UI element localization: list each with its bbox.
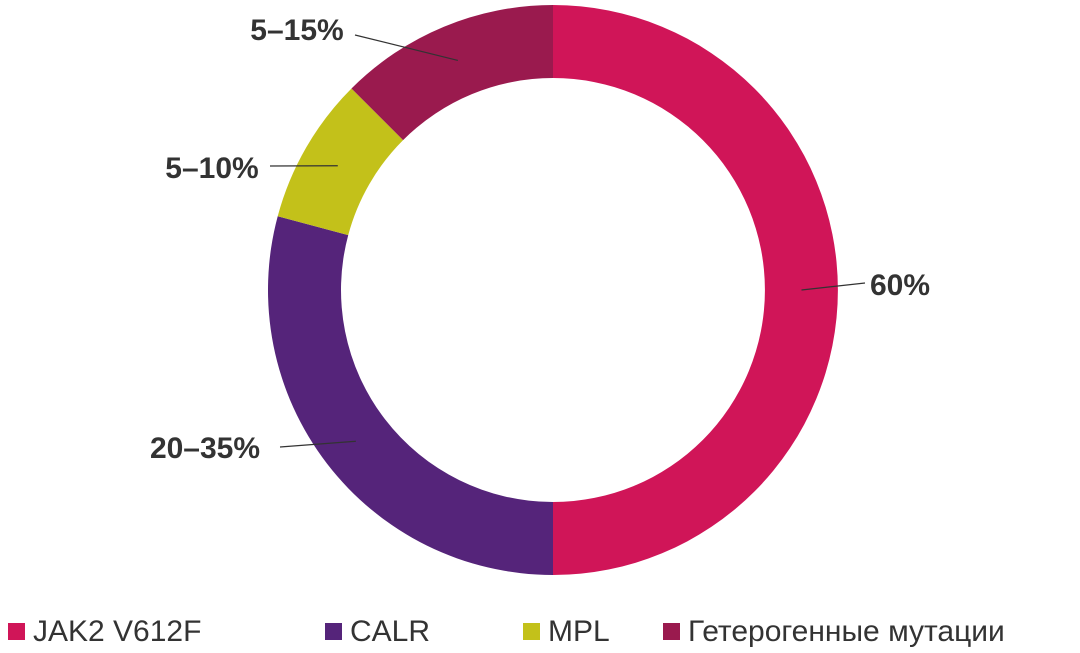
legend-label: MPL bbox=[548, 615, 610, 648]
legend-label: CALR bbox=[350, 615, 430, 648]
legend-swatch bbox=[8, 623, 25, 640]
leader-line bbox=[279, 440, 356, 448]
value-label: 60% bbox=[870, 269, 930, 302]
value-label: 5–15% bbox=[250, 14, 343, 47]
legend-label: Гетерогенные мутации bbox=[688, 615, 1005, 648]
donut-slice bbox=[268, 216, 553, 575]
value-label: 20–35% bbox=[150, 432, 260, 465]
donut-slice bbox=[553, 5, 838, 575]
donut-slice bbox=[351, 5, 553, 141]
donut-slice bbox=[277, 88, 404, 236]
legend-swatch bbox=[523, 623, 540, 640]
legend-swatch bbox=[663, 623, 680, 640]
leader-line bbox=[354, 34, 459, 61]
leader-line bbox=[801, 282, 866, 291]
legend-swatch bbox=[325, 623, 342, 640]
legend-label: JAK2 V612F bbox=[33, 615, 201, 648]
value-label: 5–10% bbox=[165, 152, 258, 185]
